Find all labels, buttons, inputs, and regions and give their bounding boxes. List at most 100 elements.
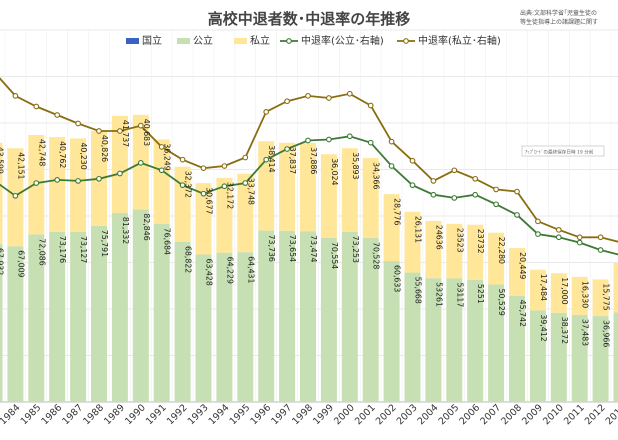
- line-point-0-1989: [117, 170, 123, 177]
- label-public-2002: 60,633: [393, 265, 402, 292]
- line-point-1-2006: [472, 175, 479, 182]
- x-tick-1994: 1994: [207, 402, 232, 427]
- bar-public-2013: [613, 312, 618, 402]
- line-point-0-1991: [158, 167, 165, 174]
- legend-swatch-0: [126, 38, 139, 44]
- bar-private-1998: [300, 143, 316, 232]
- bar-private-2000: [341, 148, 358, 232]
- label-public-2007: 50,529: [497, 289, 506, 316]
- label-private-1994: 32,172: [225, 182, 234, 209]
- label-public-1986: 73,176: [58, 236, 67, 263]
- source-note-line-2: 等生徒指導上の諸課題に関す: [520, 18, 598, 26]
- label-public-2010: 38,372: [560, 317, 569, 344]
- watermark-box: ｱｯﾌﾟﾛｰﾄﾞの最終保存日時 19 分前: [521, 145, 605, 157]
- line-point-0-2002: [388, 163, 395, 169]
- x-tick-1995: 1995: [228, 402, 253, 427]
- x-tick-2002: 2002: [374, 402, 399, 427]
- line-point-1-1998: [305, 93, 311, 99]
- bar-private-2001: [362, 158, 379, 239]
- line-point-1-2008: [514, 188, 520, 195]
- line-point-0-2008: [514, 212, 520, 218]
- bar-private-1991: [153, 139, 170, 224]
- x-tick-2011: 2011: [562, 402, 587, 427]
- line-point-0-2001: [367, 139, 374, 146]
- line-point-1-2001: [367, 102, 374, 109]
- label-public-2000: 73,253: [351, 236, 360, 263]
- bar-private-2012: [592, 279, 609, 317]
- label-private-2003: 26,131: [414, 216, 423, 243]
- bar-public-1999: [320, 237, 337, 402]
- x-tick-1991: 1991: [144, 402, 169, 427]
- line-point-1-2011: [576, 234, 583, 241]
- x-tick-2006: 2006: [457, 402, 482, 427]
- line-point-0-1996: [263, 156, 270, 163]
- label-public-1984: 67,009: [16, 250, 25, 277]
- bar-public-2009: [529, 310, 546, 402]
- line-point-0-1994: [221, 183, 228, 190]
- line-point-1-1992: [179, 156, 186, 163]
- x-tick-2008: 2008: [499, 402, 524, 427]
- x-tick-1990: 1990: [123, 402, 148, 427]
- x-tick-1999: 1999: [311, 402, 336, 427]
- bar-public-2006: [467, 279, 484, 402]
- x-tick-1986: 1986: [39, 402, 64, 427]
- label-private-1990: 40,683: [142, 119, 151, 146]
- bar-public-1985: [28, 234, 45, 402]
- label-public-2006: 5251: [476, 284, 485, 304]
- label-private-2007: 22,280: [497, 237, 506, 264]
- line-point-1-2003: [409, 157, 416, 164]
- label-private-1989: 41,737: [121, 120, 130, 147]
- label-private-2000: 35,893: [351, 152, 360, 179]
- line-point-0-2003: [409, 182, 416, 189]
- bar-public-2012: [592, 316, 609, 402]
- label-public-2009: 39,412: [539, 314, 548, 341]
- bar-public-1991: [153, 223, 170, 402]
- x-tick-1997: 1997: [269, 402, 294, 427]
- bar-private-2005: [446, 223, 463, 279]
- label-private-2012: 15,775: [602, 283, 611, 310]
- label-private-2009: 17,484: [539, 274, 548, 301]
- x-tick-1992: 1992: [165, 402, 190, 427]
- legend: 国立 公立 私立 中退率(公立･右軸) 中退率(私立･右軸): [126, 34, 501, 47]
- x-tick-2000: 2000: [332, 402, 357, 427]
- line-point-1-2000: [346, 90, 353, 97]
- bar-private-1987: [70, 138, 87, 232]
- label-private-1991: 36,249: [163, 143, 172, 170]
- label-public-2003: 55,668: [414, 277, 423, 304]
- x-tick-1984: 1984: [0, 402, 23, 427]
- label-public-1990: 82,846: [142, 213, 151, 240]
- label-public-2012: 36,966: [602, 320, 611, 347]
- x-tick-2004: 2004: [416, 402, 441, 427]
- bar-private-2004: [425, 220, 442, 279]
- line-point-0-1988: [96, 175, 102, 182]
- bar-public-1995: [237, 252, 254, 402]
- bar-layer: [0, 114, 618, 402]
- line-point-1-1995: [242, 154, 249, 161]
- line-point-0-1995: [242, 180, 249, 186]
- line-point-1-2012: [597, 234, 604, 241]
- x-tick-2012: 2012: [583, 402, 608, 427]
- line-point-0-2000: [346, 133, 353, 140]
- label-public-1991: 76,684: [163, 228, 172, 255]
- line-point-1-1997: [284, 98, 290, 105]
- label-private-2002: 28,776: [393, 198, 402, 225]
- line-point-1-2005: [451, 167, 458, 174]
- line-point-1-2009: [535, 218, 541, 225]
- label-public-2011: 37,483: [581, 319, 590, 346]
- line-point-0-2011: [576, 239, 583, 246]
- x-axis-ticks: 1983198419851986198719881989199019911992…: [0, 402, 618, 427]
- x-tick-2013: 2013: [604, 402, 618, 427]
- bar-public-1997: [279, 230, 296, 402]
- line-series-0: [0, 135, 618, 256]
- line-point-0-2006: [472, 191, 479, 198]
- bar-private-1997: [279, 142, 296, 231]
- label-public-1989: 81,332: [121, 217, 130, 244]
- label-private-1997: 37,837: [288, 147, 297, 174]
- x-tick-1989: 1989: [102, 402, 127, 427]
- x-tick-1996: 1996: [248, 402, 273, 427]
- label-private-2006: 23732: [476, 229, 485, 254]
- label-private-1995: 33,748: [246, 178, 255, 205]
- label-public-1983: 67,932: [0, 248, 5, 275]
